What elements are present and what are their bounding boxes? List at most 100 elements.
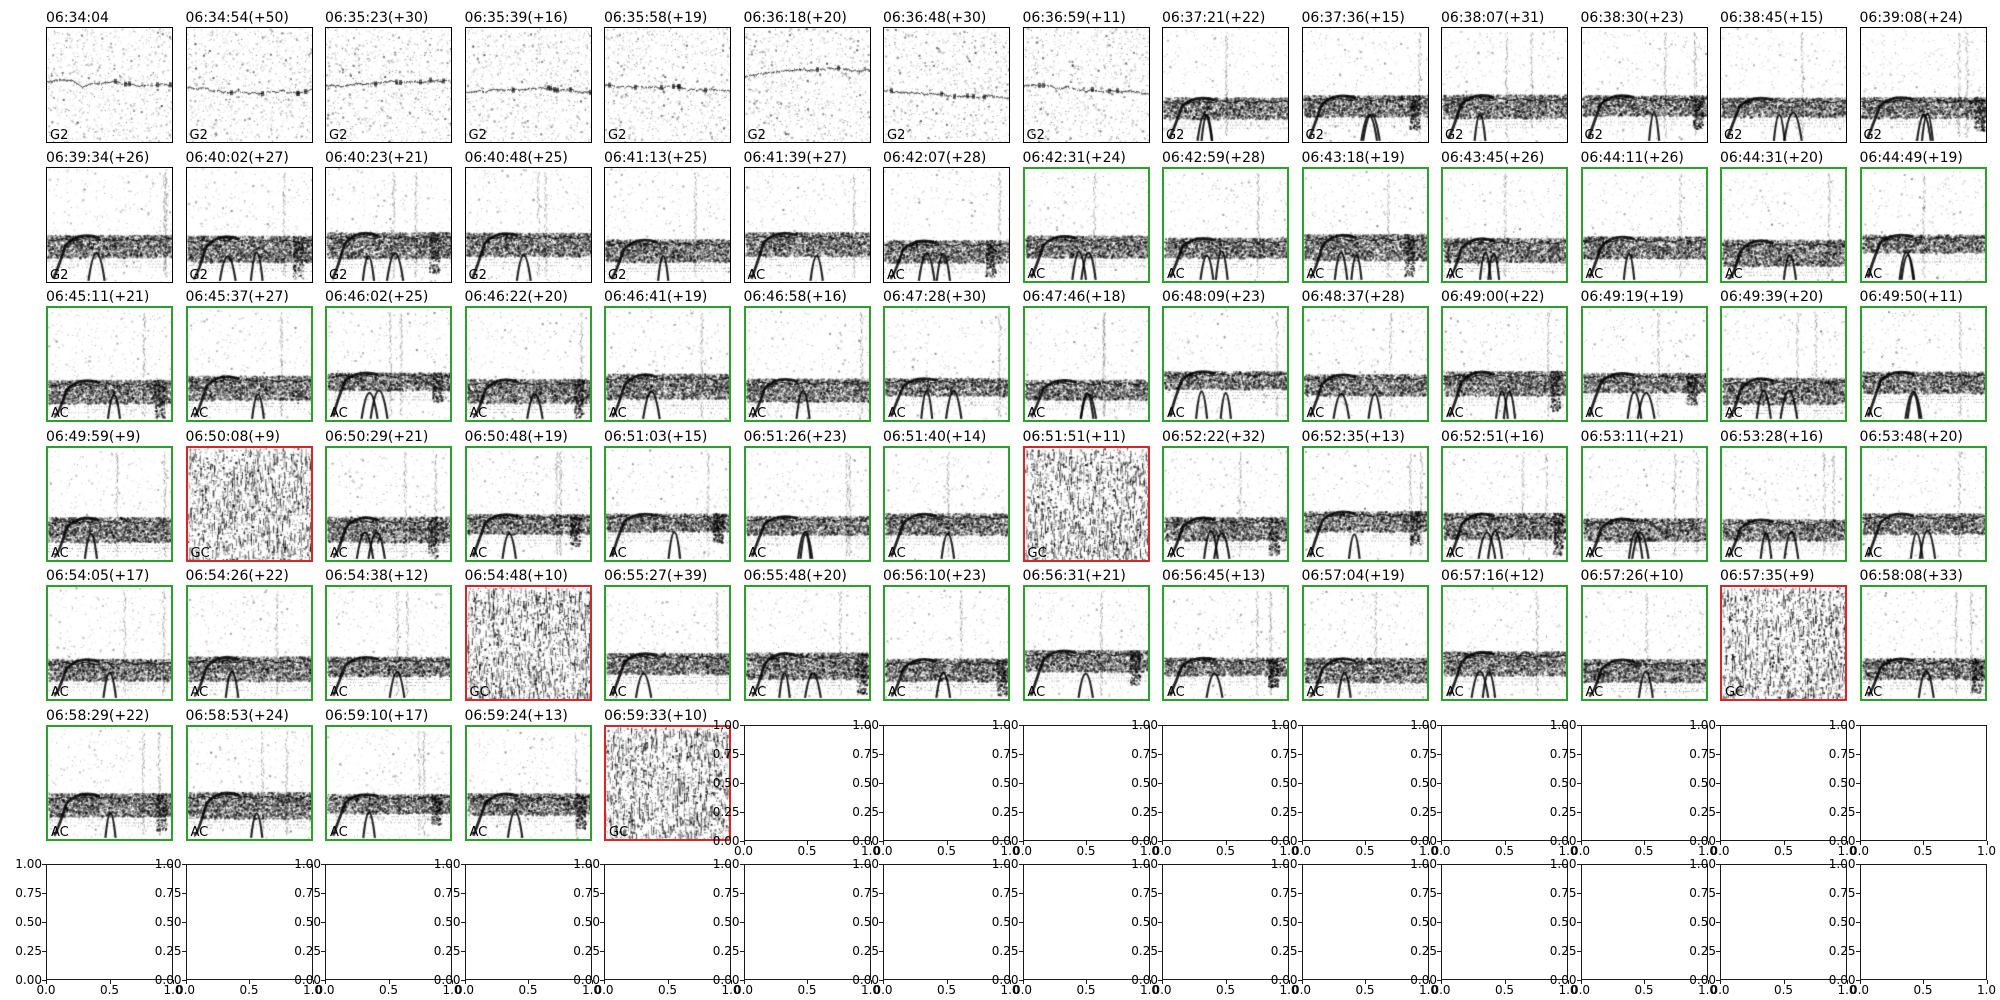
y-tick-label: 0.75: [1549, 886, 1577, 900]
y-tick-mark: [739, 951, 744, 952]
y-tick-label: 1.00: [154, 857, 182, 871]
class-label: AC: [887, 267, 905, 283]
class-label: AC: [609, 685, 627, 700]
x-tick-label: 0.5: [1494, 843, 1515, 858]
spectrogram-cell: AC: [185, 585, 313, 701]
y-tick-label: 0.75: [1270, 886, 1298, 900]
y-tick-mark: [1576, 980, 1581, 981]
y-tick-label: 0.25: [294, 944, 321, 958]
y-tick-label: 1.00: [1410, 717, 1437, 732]
spectrogram-cell: AC: [1580, 306, 1708, 422]
y-tick-label: 0.50: [433, 915, 461, 929]
class-label: GC: [1725, 685, 1745, 700]
spectrogram-cell: AC: [1859, 306, 1987, 422]
class-label: GC: [469, 685, 489, 700]
x-tick-mark: [807, 840, 808, 845]
spectrogram-cell: G2: [1162, 27, 1289, 143]
spectrogram-cell: G2: [1580, 27, 1708, 143]
empty-axes: [325, 864, 452, 980]
spectrogram-image: [885, 587, 1008, 699]
empty-axes: [604, 864, 731, 980]
cell-title: 06:48:37(+28): [1301, 289, 1405, 305]
class-label: AC: [1167, 545, 1185, 561]
spectrogram-cell: AC: [1301, 445, 1429, 562]
x-tick-label: 0.5: [1494, 983, 1515, 997]
spectrogram-image: [466, 447, 590, 560]
y-tick-label: 0.50: [1689, 915, 1716, 929]
x-tick-mark: [1859, 980, 1861, 984]
cell-title: 06:40:48(+25): [464, 149, 568, 166]
class-label: G2: [468, 128, 487, 143]
y-tick-label: 1.00: [852, 717, 879, 732]
spectrogram-image: [1443, 168, 1566, 281]
y-tick-mark: [1158, 864, 1162, 865]
spectrogram-image: [606, 308, 729, 420]
spectrogram-cell: AC: [325, 724, 452, 841]
cell-title: 06:38:07(+31): [1441, 10, 1545, 26]
y-tick-mark: [460, 951, 465, 952]
y-tick-label: 1.00: [1549, 857, 1577, 871]
spectrogram-image: [1024, 587, 1148, 699]
x-tick-label: 0.5: [1773, 983, 1794, 997]
y-tick-mark: [1576, 753, 1581, 755]
x-tick-label: 1.0: [1976, 983, 1997, 997]
y-tick-label: 1.00: [712, 717, 740, 732]
y-tick-label: 0.50: [852, 915, 879, 929]
class-label: G2: [608, 267, 627, 283]
spectrogram-image: [1302, 28, 1428, 142]
cell-title: 06:34:54(+50): [185, 10, 289, 26]
x-tick-mark: [1086, 840, 1087, 845]
cell-title: 06:59:24(+13): [464, 707, 568, 724]
spectrogram-cell: AC: [1162, 306, 1289, 422]
x-tick-label: 0.5: [1076, 983, 1096, 997]
spectrogram-cell: G2: [1022, 27, 1150, 143]
x-tick-mark: [946, 840, 948, 845]
y-tick-mark: [1437, 980, 1441, 981]
x-tick-label: 1.0: [1837, 843, 1857, 858]
spectrogram-cell: AC: [46, 724, 173, 841]
x-tick-mark: [946, 980, 948, 984]
class-label: G2: [329, 128, 348, 143]
x-tick-label: 1.0: [1418, 983, 1439, 997]
spectrogram-cell: AC: [1859, 585, 1987, 701]
x-tick-mark: [1847, 980, 1848, 984]
spectrogram-cell: GC: [185, 445, 313, 562]
y-tick-label: 0.75: [1828, 886, 1856, 900]
class-label: AC: [1027, 266, 1046, 282]
y-tick-label: 0.50: [1828, 775, 1856, 790]
class-label: G2: [1026, 128, 1045, 143]
spectrogram-image: [466, 587, 590, 699]
y-tick-label: 0.25: [1549, 944, 1577, 958]
spectrogram-image: [1163, 28, 1288, 142]
class-label: AC: [888, 685, 906, 700]
y-tick-label: 1.00: [1270, 857, 1298, 871]
x-tick-mark: [1859, 840, 1861, 845]
y-tick-mark: [1576, 893, 1581, 894]
y-tick-label: 0.25: [1131, 944, 1158, 958]
x-tick-label: 0.5: [1355, 983, 1375, 997]
x-tick-label: 1.0: [1558, 983, 1578, 997]
empty-axes: [1580, 864, 1708, 980]
class-label: AC: [609, 406, 627, 421]
cell-title: 06:51:40(+14): [883, 428, 987, 445]
cell-title: 06:59:10(+17): [325, 707, 429, 724]
y-tick-mark: [1716, 864, 1720, 865]
x-tick-mark: [312, 980, 314, 984]
x-tick-label: 0.5: [1634, 983, 1654, 997]
y-tick-label: 1.00: [991, 717, 1019, 732]
x-tick-label: 0.0: [1710, 983, 1730, 997]
y-tick-label: 0.00: [154, 973, 182, 987]
y-tick-mark: [1158, 922, 1162, 923]
cell-title: 06:49:19(+19): [1580, 289, 1684, 305]
class-label: AC: [1864, 685, 1883, 700]
x-tick-mark: [1707, 840, 1709, 845]
y-tick-mark: [1297, 864, 1302, 865]
x-tick-mark: [1289, 980, 1290, 984]
y-tick-label: 0.50: [1410, 775, 1437, 790]
y-tick-label: 0.25: [433, 944, 461, 958]
cell-title: 06:50:48(+19): [464, 428, 568, 445]
class-label: AC: [1167, 266, 1185, 282]
class-label: AC: [748, 545, 767, 561]
x-tick-mark: [1568, 980, 1569, 984]
y-tick-mark: [460, 864, 465, 865]
